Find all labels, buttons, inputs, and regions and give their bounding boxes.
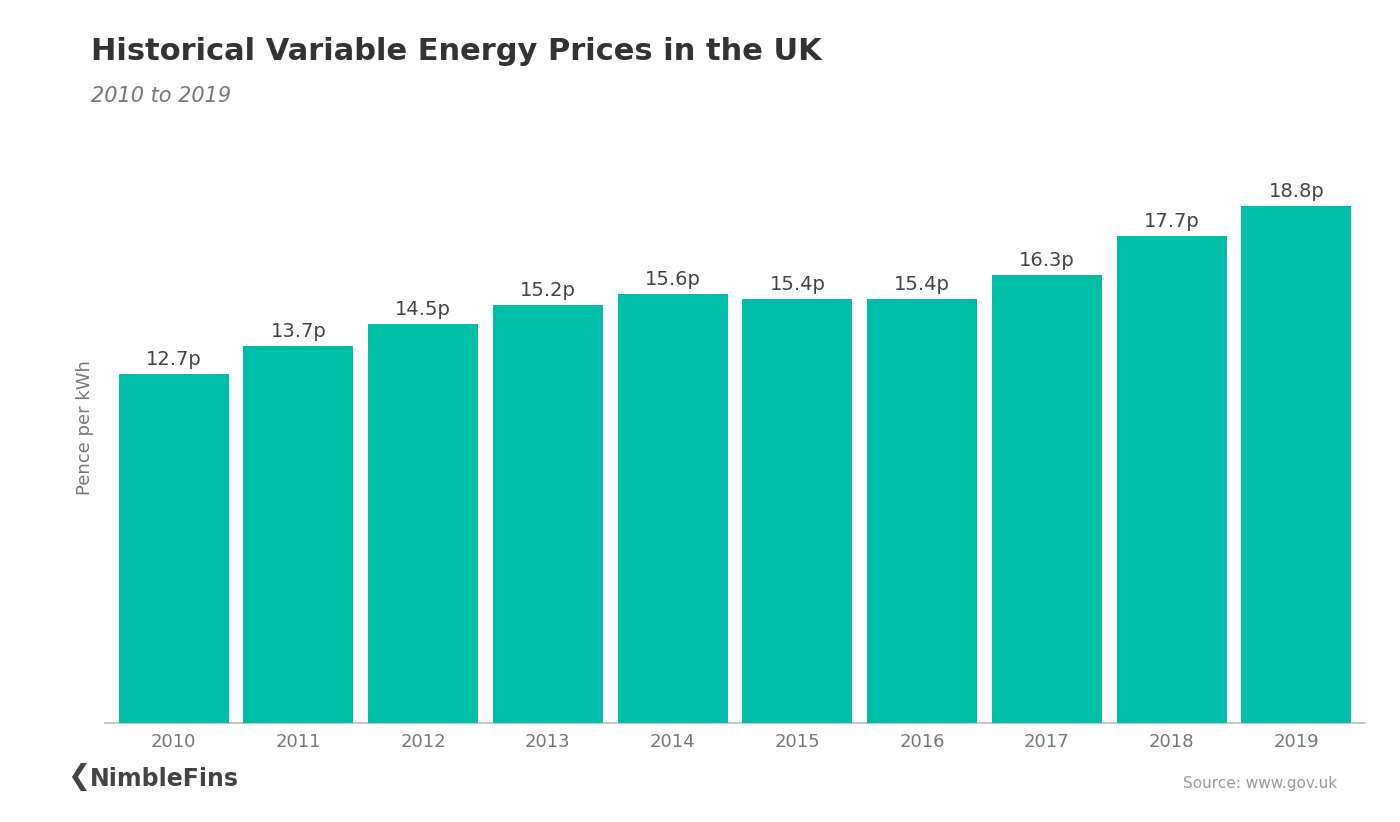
Bar	[617, 294, 728, 723]
Text: ❮: ❮	[67, 763, 91, 791]
Text: 15.6p: 15.6p	[644, 270, 700, 289]
Bar	[119, 374, 228, 723]
Text: Historical Variable Energy Prices in the UK: Historical Variable Energy Prices in the…	[91, 37, 822, 66]
Text: 15.2p: 15.2p	[519, 281, 575, 300]
Bar	[1117, 236, 1226, 723]
Text: Source: www.gov.uk: Source: www.gov.uk	[1183, 776, 1337, 791]
Bar	[1242, 206, 1351, 723]
Text: 13.7p: 13.7p	[270, 322, 326, 341]
Y-axis label: Pence per kWh: Pence per kWh	[76, 360, 94, 495]
Bar	[493, 305, 603, 723]
Text: NimbleFins: NimbleFins	[90, 767, 238, 791]
Bar	[742, 299, 853, 723]
Text: 12.7p: 12.7p	[146, 350, 202, 369]
Text: 15.4p: 15.4p	[895, 275, 951, 294]
Bar	[867, 299, 977, 723]
Bar	[244, 346, 353, 723]
Text: 17.7p: 17.7p	[1144, 212, 1200, 231]
Text: 14.5p: 14.5p	[395, 300, 451, 319]
Bar	[368, 324, 477, 723]
Text: 2010 to 2019: 2010 to 2019	[91, 86, 231, 106]
Text: 18.8p: 18.8p	[1268, 182, 1324, 201]
Bar	[993, 275, 1102, 723]
Text: 15.4p: 15.4p	[770, 275, 826, 294]
Text: 16.3p: 16.3p	[1019, 251, 1075, 270]
